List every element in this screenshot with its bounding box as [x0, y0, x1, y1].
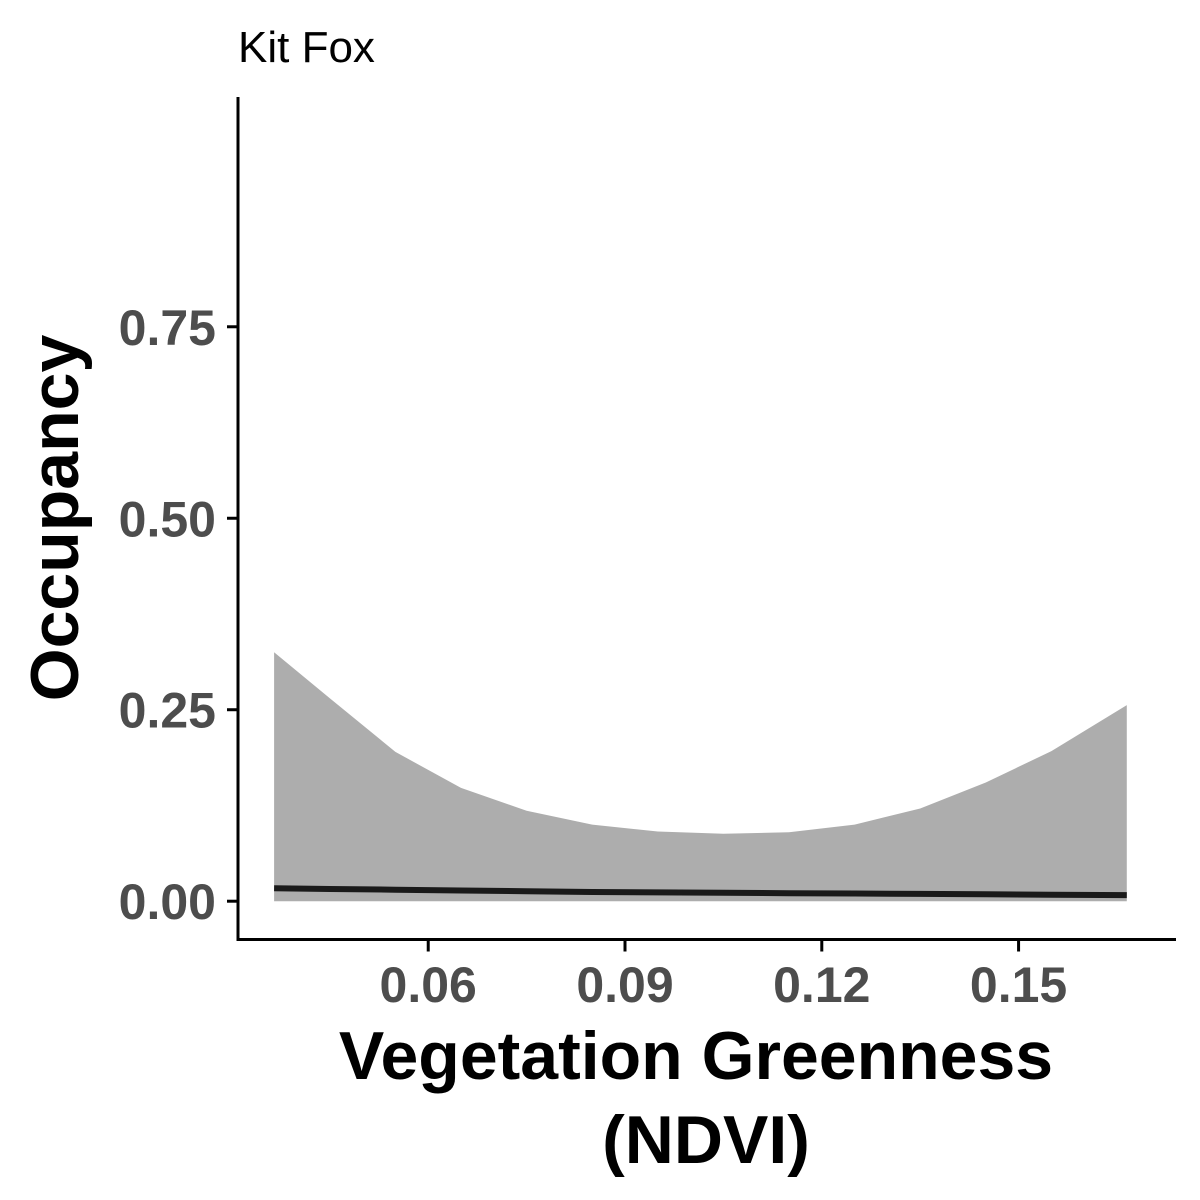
occupancy-line	[274, 885, 1127, 899]
chart-title: Kit Fox	[238, 23, 375, 72]
x-axis-title-line-1: Vegetation Greenness	[339, 1018, 1053, 1094]
x-tick-label: 0.12	[773, 957, 870, 1013]
axis-ticks: 0.00 0.25 0.50 0.75 0.06 0.09 0.12 0.15	[119, 300, 1068, 1013]
confidence-ribbon	[274, 652, 1127, 902]
x-tick-label: 0.15	[970, 957, 1067, 1013]
y-tick-label: 0.00	[119, 874, 216, 930]
x-tick-label: 0.06	[380, 957, 477, 1013]
plot-area	[274, 652, 1127, 902]
y-axis-title: Occupancy	[17, 335, 93, 702]
y-tick-label: 0.25	[119, 683, 216, 739]
x-axis-title-line-2: (NDVI)	[602, 1102, 810, 1178]
y-tick-label: 0.50	[119, 491, 216, 547]
y-tick-label: 0.75	[119, 300, 216, 356]
x-tick-label: 0.09	[576, 957, 673, 1013]
